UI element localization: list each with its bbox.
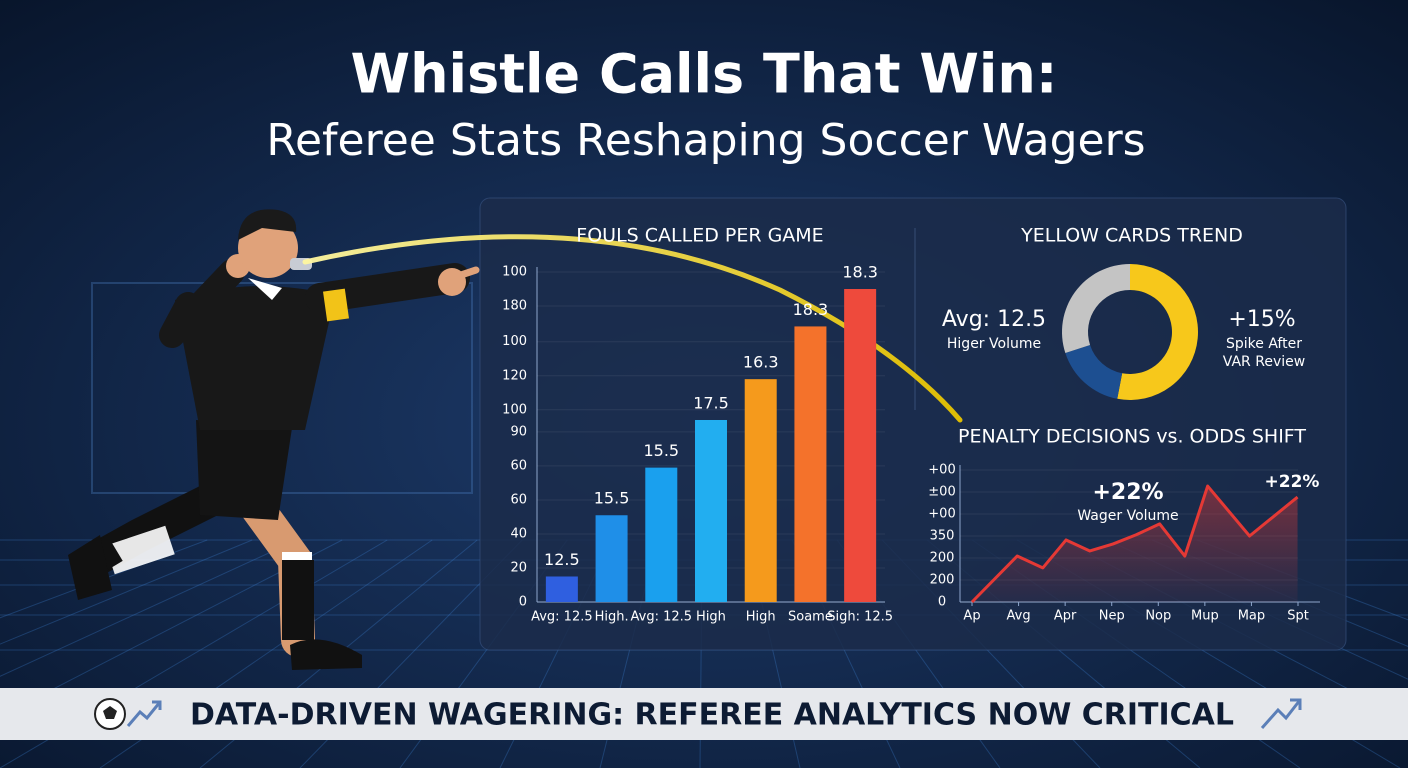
referee [68,209,480,670]
donut-annotation: Spike After [1226,336,1302,352]
bar-annotation: 12.5 [544,550,580,569]
donut-segment [1117,264,1198,401]
chart-title: PENALTY DECISIONS vs. ODDS SHIFT [958,426,1306,448]
x-tick-label: Apr [1054,609,1077,624]
trend-icon [1260,698,1302,729]
y-tick-label: 200 [930,573,955,588]
y-tick-label: 0 [938,595,946,610]
chart-title: YELLOW CARDS TREND [1020,225,1243,247]
x-tick-label: Nep [1099,609,1125,624]
y-tick-label: 100 [502,334,527,349]
line [970,484,1299,604]
x-tick-label: Ap [963,609,980,624]
bar-annotation: 18.3 [842,263,878,282]
x-tick-label: Map [1238,609,1265,624]
y-tick-label: 40 [510,526,527,541]
y-tick-label: 100 [502,402,527,417]
y-tick-label: +00 [928,463,955,478]
y-tick-label: 60 [510,458,527,473]
y-tick-label: 20 [510,560,527,575]
banner-bar [0,688,1408,740]
x-tick-label: Soame [788,610,833,625]
x-tick-label: High [696,610,726,625]
y-tick-label: 350 [930,529,955,544]
x-tick-label: Spt [1287,609,1309,624]
y-tick-label: 90 [510,424,527,439]
bar-annotation: 16.3 [743,353,779,372]
bar-annotation: 15.5 [594,489,630,508]
bar-annotation: 17.5 [693,393,729,412]
y-tick-label: ±00 [928,485,955,500]
line-annotation: +22% [1092,480,1163,505]
donut-segment [1061,264,1130,354]
line-annotation: Wager Volume [1077,508,1178,524]
y-tick-label: 120 [502,368,527,383]
y-tick-label: 180 [502,299,527,314]
y-tick-label: 200 [930,551,955,566]
x-tick-label: Avg: 12.5 [531,610,593,625]
line-area [972,486,1298,602]
donut-annotation: Higer Volume [947,336,1041,352]
donut-annotation: Avg: 12.5 [942,307,1046,332]
line-annotation: +22% [1265,472,1320,492]
title: Whistle Calls That Win: [351,43,1058,106]
floor-line [0,539,343,718]
x-tick-label: Nop [1145,609,1171,624]
trend-icon [126,700,162,727]
bar [695,419,727,602]
bar [645,467,678,602]
donut-annotation: VAR Review [1223,354,1305,370]
bar [794,326,827,602]
donut-annotation: +15% [1228,307,1295,332]
chart-title: FOULS CALLED PER GAME [576,225,823,247]
floor-line [0,539,253,645]
bar [545,576,578,602]
y-tick-label: +00 [928,507,955,522]
x-tick-label: Avg [1007,609,1031,624]
bar [595,515,628,602]
banner-text: DATA-DRIVEN WAGERING: REFEREE ANALYTICS … [190,698,1234,733]
subtitle: Referee Stats Reshaping Soccer Wagers [266,115,1145,166]
x-tick-label: Mup [1191,609,1219,624]
floor-line [0,539,298,677]
bar-annotation: 18.3 [793,300,829,319]
whistle-swoosh [302,234,963,423]
bar-annotation: 15.5 [643,441,679,460]
donut-segment [1065,344,1123,399]
x-tick-label: Avg: 12.5 [631,610,693,625]
x-tick-label: High. [595,610,629,625]
y-tick-label: 0 [519,595,527,610]
y-tick-label: 100 [502,265,527,280]
x-tick-label: Sigh: 12.5 [827,610,893,625]
bar [844,289,877,602]
x-tick-label: High [746,610,776,625]
y-tick-label: 60 [510,492,527,507]
bar [744,379,777,602]
ball-icon [94,698,126,730]
